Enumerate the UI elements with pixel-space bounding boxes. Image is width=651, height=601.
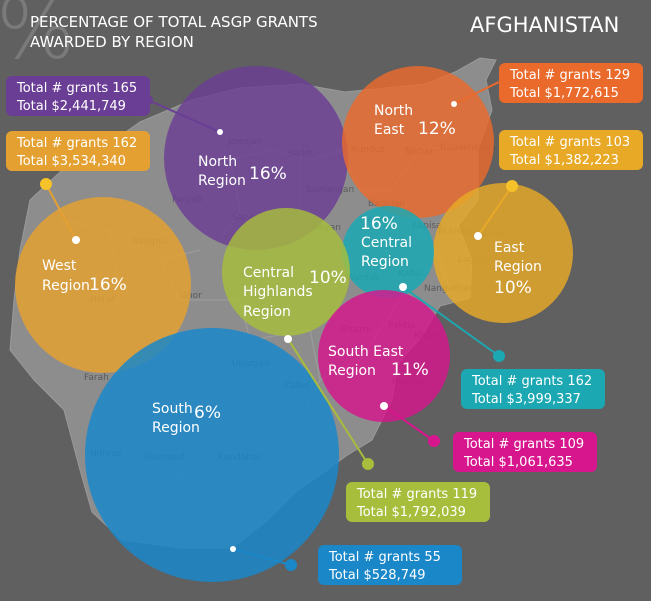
east-leader-dot — [506, 180, 518, 192]
central-leader-start-dot — [399, 283, 407, 291]
south-east-region-circle — [318, 290, 450, 422]
province-label: Ghor — [180, 291, 202, 301]
north-east-grants-amount: Total $1,772,615 — [509, 86, 619, 101]
east-leader-end-dot — [474, 232, 482, 240]
north-info-box — [6, 76, 150, 116]
east-leader-line — [477, 185, 513, 237]
central-highlands-grants-count: Total # grants 119 — [356, 487, 477, 502]
south-east-info-box — [453, 432, 597, 472]
west-region-percent: 16% — [89, 275, 127, 295]
central-leader-line — [402, 286, 500, 357]
south-east-leader-start-dot — [380, 402, 388, 410]
south-east-leader-line — [383, 405, 435, 442]
west-region-name-line1: West — [42, 258, 77, 274]
west-leader-end-dot — [72, 236, 80, 244]
east-region-percent: 10% — [494, 278, 532, 298]
north-region-circle — [164, 66, 348, 250]
north-east-region-name-line2: East — [374, 122, 405, 138]
south-east-grants-amount: Total $1,061,635 — [463, 455, 573, 470]
east-info-box — [499, 130, 643, 170]
chart-title-line-2: AWARDED BY REGION — [30, 33, 194, 51]
west-grants-count: Total # grants 162 — [16, 136, 137, 151]
country-title: AFGHANISTAN — [470, 13, 619, 37]
north-region-name-line2: Region — [198, 173, 246, 189]
north-east-leader-dot — [451, 101, 457, 107]
central-highlands-name-line3: Region — [243, 304, 291, 320]
central-highlands-region-circle — [222, 208, 350, 336]
percent-watermark-icon: % — [0, 0, 76, 78]
central-highlands-info-box — [346, 482, 490, 522]
central-grants-count: Total # grants 162 — [471, 374, 592, 389]
north-leader-end-dot — [217, 129, 223, 135]
east-grants-amount: Total $1,382,223 — [509, 153, 619, 168]
west-grants-amount: Total $3,534,340 — [16, 154, 126, 169]
west-region-circle — [15, 197, 191, 373]
central-highlands-name-line1: Central — [243, 265, 294, 281]
south-region-circle — [85, 328, 339, 582]
central-highlands-leader-dot — [362, 458, 374, 470]
west-leader-dot — [40, 178, 52, 190]
north-east-region-name-line1: North — [374, 103, 413, 119]
central-highlands-percent: 10% — [309, 268, 347, 288]
central-region-percent: 16% — [360, 214, 398, 234]
west-leader-line — [45, 183, 77, 241]
north-region-percent: 16% — [249, 164, 287, 184]
south-region-percent: 6% — [194, 403, 221, 423]
north-grants-amount: Total $2,441,749 — [16, 99, 126, 114]
south-leader-line — [232, 548, 292, 566]
north-east-info-box — [499, 63, 643, 103]
north-leader-line — [147, 99, 221, 133]
central-highlands-leader-start-dot — [284, 335, 292, 343]
south-region-name-line2: Region — [152, 420, 200, 436]
east-region-name-line2: Region — [494, 259, 542, 275]
east-region-name-line1: East — [494, 240, 525, 256]
chart-title-line-1: PERCENTAGE OF TOTAL ASGP GRANTS — [30, 13, 318, 31]
central-highlands-grants-amount: Total $1,792,039 — [356, 505, 466, 520]
west-region-name-line2: Region — [42, 278, 90, 294]
central-grants-amount: Total $3,999,337 — [471, 392, 581, 407]
south-region-name-line1: South — [152, 401, 193, 417]
central-region-name-line2: Region — [361, 254, 409, 270]
north-region-name-line1: North — [198, 154, 237, 170]
west-info-box — [6, 131, 150, 171]
north-east-region-percent: 12% — [418, 119, 456, 139]
north-grants-count: Total # grants 165 — [16, 81, 137, 96]
central-leader-dot — [493, 350, 505, 362]
south-east-region-name-line2: Region — [328, 363, 376, 379]
central-region-circle — [342, 206, 434, 298]
south-grants-count: Total # grants 55 — [328, 550, 441, 565]
south-east-grants-count: Total # grants 109 — [463, 437, 584, 452]
central-highlands-name-line2: Highlands — [243, 284, 313, 300]
east-region-circle — [433, 183, 573, 323]
east-grants-count: Total # grants 103 — [509, 135, 630, 150]
central-region-name-line1: Central — [361, 235, 412, 251]
south-grants-amount: Total $528,749 — [328, 568, 426, 583]
south-info-box — [318, 545, 462, 585]
central-info-box — [461, 369, 605, 409]
south-east-leader-dot — [428, 435, 440, 447]
north-east-leader-line — [453, 81, 500, 105]
south-leader-dot — [285, 559, 297, 571]
south-leader-start-dot — [230, 546, 236, 552]
north-east-grants-count: Total # grants 129 — [509, 68, 630, 83]
central-highlands-leader-line — [287, 338, 369, 465]
province-label: Farah — [84, 373, 109, 383]
province-label: Kapisa — [412, 221, 442, 231]
south-east-region-percent: 11% — [391, 360, 429, 380]
south-east-region-name-line1: South East — [328, 344, 404, 360]
